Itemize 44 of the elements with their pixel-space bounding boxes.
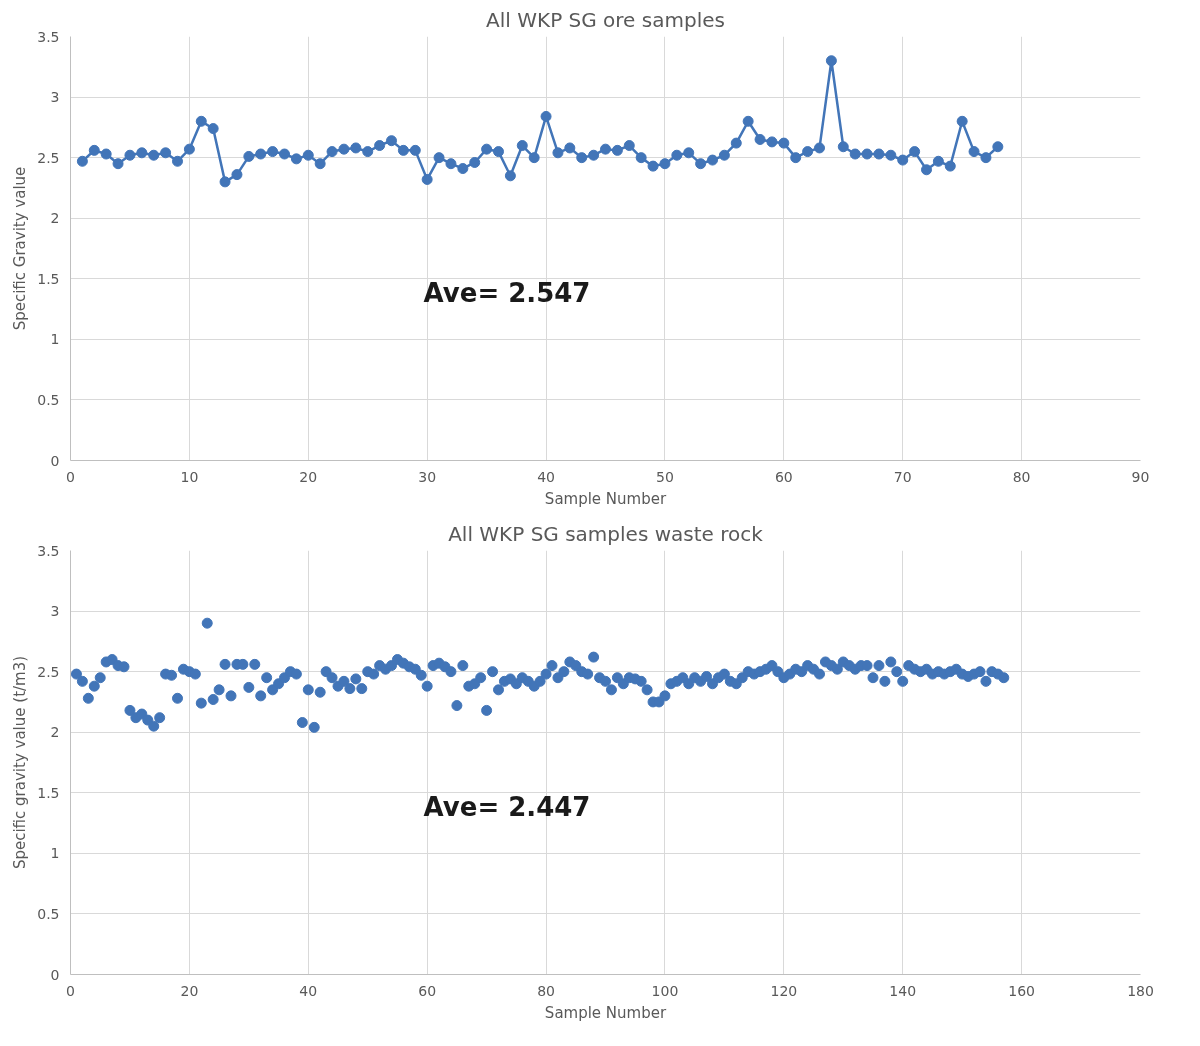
chart-title: All WKP SG ore samples — [486, 7, 725, 32]
x-tick-label: 10 — [180, 468, 199, 485]
x-tick-label: 20 — [180, 982, 199, 999]
chart-title: All WKP SG samples waste rock — [448, 521, 764, 546]
x-axis-title: Sample Number — [544, 1003, 667, 1022]
y-tick-label: 0.5 — [37, 905, 60, 922]
y-axis-title: Specific gravity value (t/m3) — [11, 655, 30, 870]
y-tick-label: 2 — [50, 724, 60, 741]
x-tick-label: 120 — [770, 982, 798, 999]
y-tick-label: 3.5 — [37, 542, 60, 559]
x-axis-title: Sample Number — [544, 489, 667, 508]
annotation: Ave= 2.547 — [423, 277, 591, 308]
x-tick-label: 60 — [774, 468, 793, 485]
x-tick-label: 40 — [299, 982, 318, 999]
x-tick-label: 0 — [66, 468, 75, 485]
x-tick-label: 180 — [1127, 982, 1154, 999]
x-tick-label: 160 — [1008, 982, 1035, 999]
x-tick-label: 40 — [537, 468, 555, 485]
x-tick-label: 30 — [418, 468, 437, 485]
y-tick-label: 0 — [50, 966, 60, 983]
x-tick-label: 100 — [651, 982, 679, 999]
y-tick-label: 2.5 — [37, 663, 60, 680]
annotation: Ave= 2.447 — [423, 791, 591, 822]
x-tick-label: 0 — [66, 982, 75, 999]
y-tick-label: 1 — [50, 331, 60, 348]
y-tick-label: 2.5 — [37, 149, 60, 166]
x-tick-label: 140 — [889, 982, 917, 999]
y-tick-label: 3 — [50, 603, 60, 620]
y-tick-label: 1.5 — [37, 784, 60, 801]
x-tick-label: 80 — [1012, 468, 1031, 485]
y-tick-label: 1 — [50, 845, 60, 862]
x-tick-label: 90 — [1131, 468, 1150, 485]
y-tick-label: 2 — [50, 210, 60, 227]
x-tick-label: 60 — [418, 982, 437, 999]
x-tick-label: 20 — [299, 468, 318, 485]
y-axis-title: Specific Gravity value — [11, 166, 30, 331]
x-tick-label: 50 — [656, 468, 674, 485]
y-tick-label: 1.5 — [37, 270, 60, 287]
y-tick-label: 0.5 — [37, 391, 60, 408]
y-tick-label: 3 — [50, 89, 60, 106]
x-tick-label: 70 — [893, 468, 912, 485]
x-tick-label: 80 — [537, 982, 555, 999]
y-tick-label: 0 — [50, 452, 60, 469]
y-tick-label: 3.5 — [37, 28, 60, 45]
